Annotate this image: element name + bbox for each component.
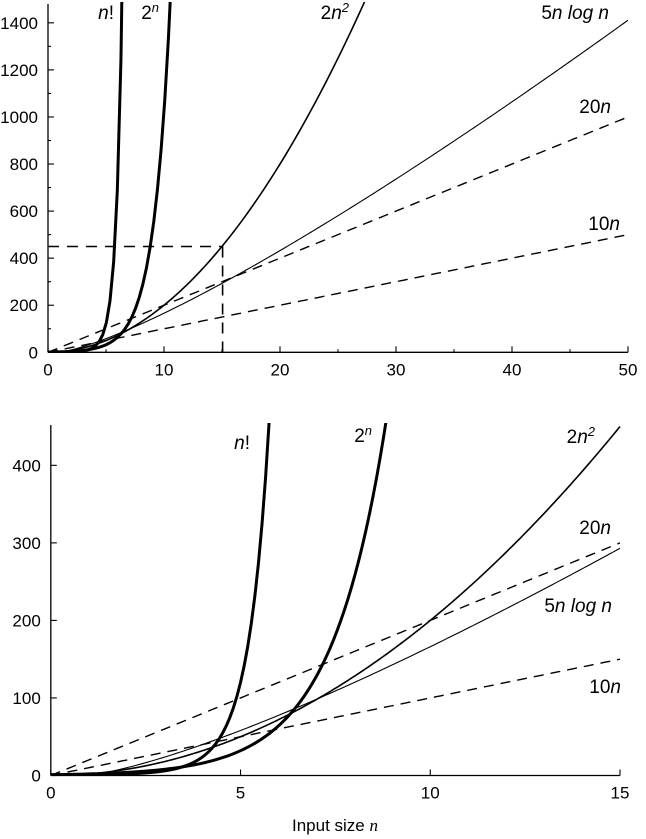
svg-text:2n: 2n	[354, 423, 372, 447]
svg-text:Input size n: Input size n	[292, 816, 378, 835]
svg-text:n!: n!	[234, 433, 250, 454]
svg-text:10: 10	[421, 784, 440, 803]
svg-text:15: 15	[611, 784, 630, 803]
svg-text:400: 400	[12, 456, 40, 475]
svg-text:100: 100	[12, 689, 40, 708]
svg-text:5: 5	[236, 784, 245, 803]
svg-text:5n log n: 5n log n	[544, 596, 612, 617]
svg-text:0: 0	[46, 784, 55, 803]
svg-text:20n: 20n	[579, 518, 611, 539]
svg-text:300: 300	[12, 534, 40, 553]
svg-text:0: 0	[31, 767, 40, 786]
svg-text:200: 200	[12, 611, 40, 630]
svg-text:2n2: 2n2	[567, 424, 596, 448]
svg-text:10n: 10n	[589, 677, 621, 698]
